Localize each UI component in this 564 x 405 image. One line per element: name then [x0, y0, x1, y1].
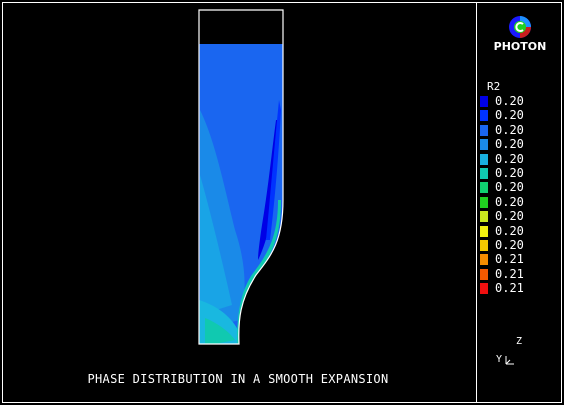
legend-row: 0.20 [478, 180, 558, 194]
legend-row: 0.20 [478, 195, 558, 209]
legend-row: 0.20 [478, 137, 558, 151]
axis-triad-icon [505, 356, 514, 365]
legend-swatch [480, 139, 488, 151]
legend-row: 0.20 [478, 166, 558, 180]
legend-value: 0.20 [495, 108, 524, 123]
legend-value: 0.21 [495, 252, 524, 267]
legend-row: 0.21 [478, 252, 558, 266]
legend-row: 0.20 [478, 108, 558, 122]
legend-row: 0.20 [478, 94, 558, 108]
contour-plot[interactable] [0, 0, 476, 405]
legend-row: 0.20 [478, 152, 558, 166]
legend-swatch [480, 196, 488, 208]
legend-row: 0.21 [478, 281, 558, 295]
legend-swatch [480, 211, 488, 223]
legend-row: 0.20 [478, 123, 558, 137]
legend-swatch [480, 239, 488, 251]
legend-swatch [480, 167, 488, 179]
legend-value: 0.20 [495, 165, 524, 180]
legend-swatch [480, 110, 488, 122]
axis-indicator: Z Y [492, 336, 532, 370]
legend-swatch [480, 124, 488, 136]
legend-swatch [480, 268, 488, 280]
legend-value: 0.20 [495, 151, 524, 166]
photon-logo-icon [509, 16, 531, 38]
legend-swatch [480, 225, 488, 237]
legend-value: 0.20 [495, 209, 524, 224]
legend-value: 0.20 [495, 122, 524, 137]
legend-row: 0.20 [478, 238, 558, 252]
plot-caption: PHASE DISTRIBUTION IN A SMOOTH EXPANSION [87, 372, 389, 386]
legend-row: 0.21 [478, 267, 558, 281]
legend-swatch [480, 254, 488, 266]
legend-title: R2 [487, 80, 501, 93]
legend-value: 0.20 [495, 180, 524, 195]
empty-region [199, 10, 283, 44]
legend-swatch [480, 96, 488, 107]
app-logo-text: PHOTON [493, 40, 547, 53]
axis-y-label: Y [496, 354, 503, 365]
legend-value: 0.21 [495, 266, 524, 281]
domain-outline [198, 9, 284, 345]
legend-row: 0.20 [478, 209, 558, 223]
legend-value: 0.20 [495, 94, 524, 108]
legend-row: 0.20 [478, 224, 558, 238]
legend-swatch [480, 182, 488, 194]
legend-swatch [480, 153, 488, 165]
legend-value: 0.20 [495, 194, 524, 209]
legend-value: 0.21 [495, 281, 524, 296]
legend-value: 0.20 [495, 237, 524, 252]
legend-value: 0.20 [495, 137, 524, 152]
legend-swatch [480, 283, 488, 295]
color-legend: 0.20 0.20 0.20 0.20 0.20 0.20 0.20 0.20 0.20 0.20… [478, 94, 558, 295]
axis-z-label: Z [516, 336, 523, 347]
legend-value: 0.20 [495, 223, 524, 238]
panel-divider [476, 2, 477, 403]
